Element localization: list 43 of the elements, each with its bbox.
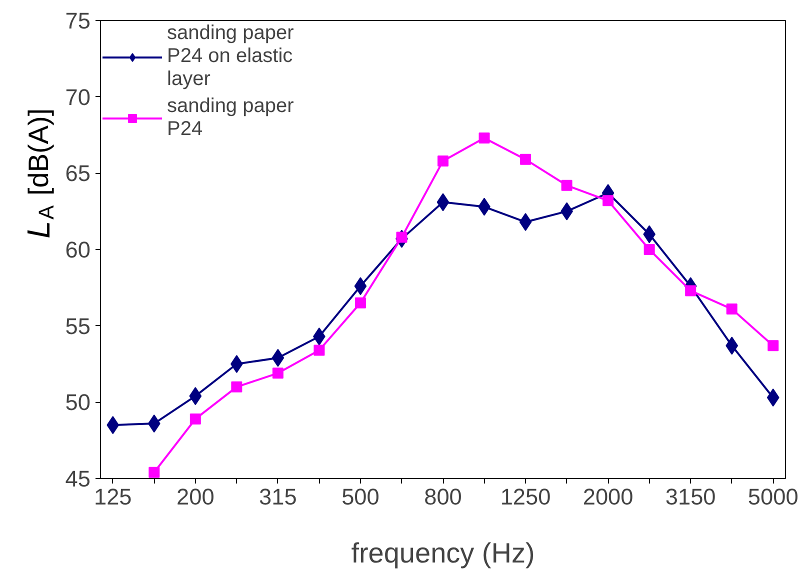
y-tick-label: 70 [65, 84, 90, 110]
point [231, 381, 242, 392]
point [354, 277, 367, 296]
point [272, 348, 284, 367]
y-tick-label: 60 [65, 236, 90, 262]
x-tick-label: 200 [176, 484, 214, 510]
point [602, 195, 614, 206]
point [685, 285, 696, 296]
point [106, 416, 120, 434]
x-tick-label: 3150 [665, 484, 716, 510]
x-tick-label: 125 [94, 484, 132, 510]
point [726, 336, 738, 355]
point [354, 297, 366, 308]
point [272, 368, 284, 379]
x-tick-label: 800 [424, 484, 462, 510]
point [148, 414, 160, 433]
x-tick-label: 315 [259, 484, 297, 510]
point [148, 466, 160, 478]
y-tick-label: 65 [65, 160, 90, 186]
point [561, 180, 572, 191]
point [644, 244, 655, 255]
point [438, 155, 448, 166]
y-tick-label: 55 [65, 312, 90, 339]
point [766, 388, 780, 407]
y-tick-label: 45 [65, 466, 90, 492]
point [436, 193, 450, 212]
point [768, 340, 779, 352]
point [314, 344, 325, 356]
point [478, 132, 490, 144]
legend-label: sanding paper P24 [167, 95, 294, 141]
point [519, 213, 532, 232]
y-tick-label: 75 [65, 8, 90, 34]
x-axis-title: frequency (Hz) [351, 538, 535, 568]
y-tick-label: 50 [65, 389, 90, 416]
point [189, 387, 202, 406]
x-tick-label: 5000 [748, 484, 798, 510]
point [520, 154, 532, 165]
x-tick-label: 1250 [500, 484, 551, 510]
point [726, 304, 738, 315]
y-axis-title: LA [dB(A)] [20, 108, 58, 238]
x-tick-label: 500 [342, 484, 380, 510]
point [190, 413, 201, 424]
x-tick-label: 2000 [582, 484, 634, 510]
